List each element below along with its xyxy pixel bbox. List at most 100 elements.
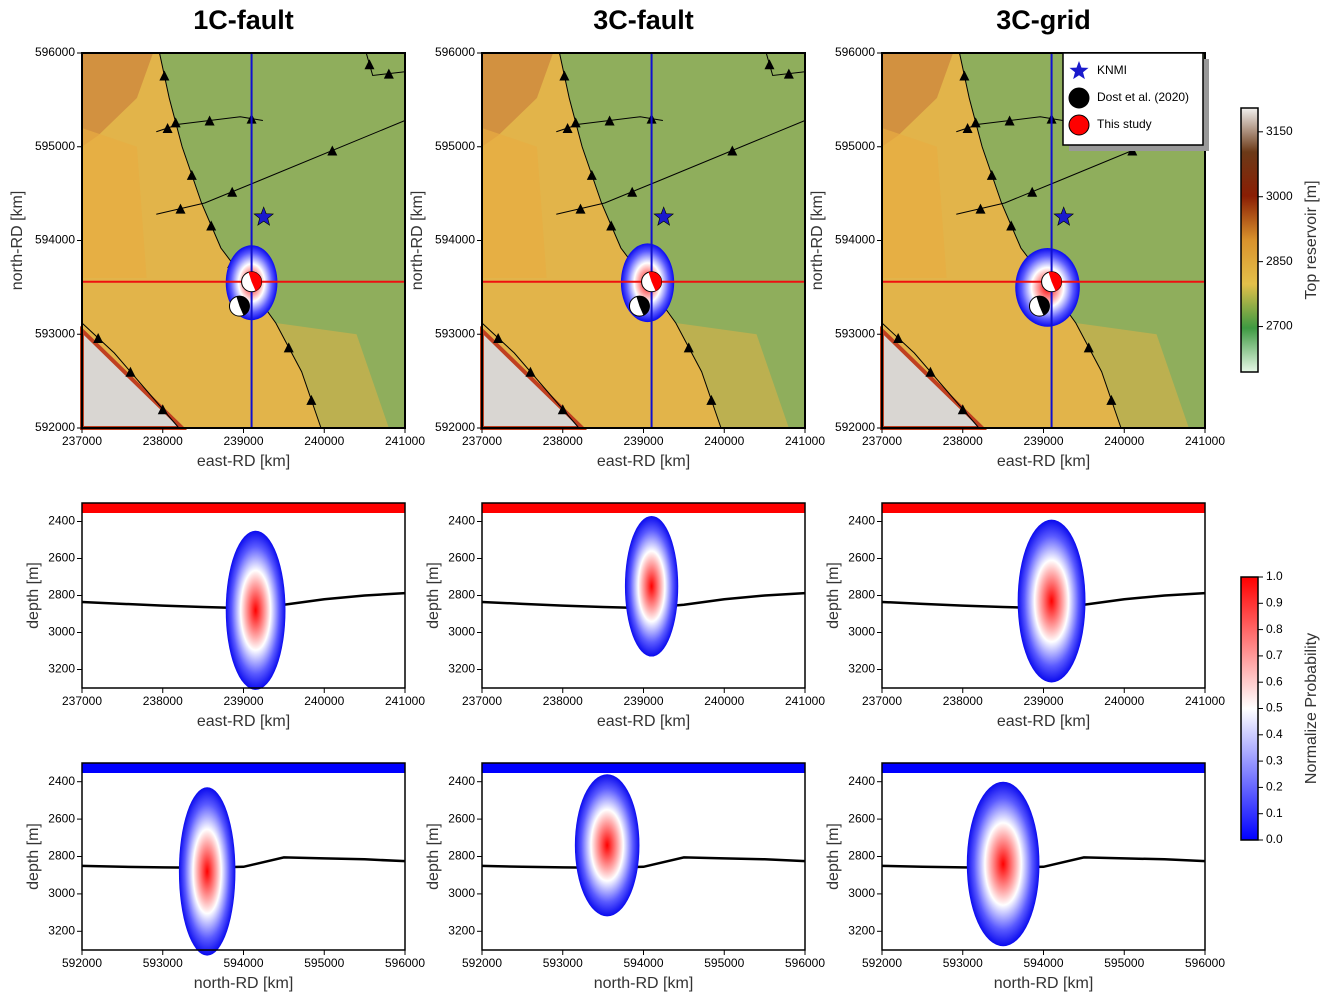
y-tick-label: 2800 xyxy=(448,849,475,863)
legend-label: KNMI xyxy=(1097,63,1127,77)
colorbar-tick-label: 0.4 xyxy=(1266,727,1283,741)
y-tick-label: 2800 xyxy=(448,588,475,602)
profile-bar xyxy=(82,503,405,513)
y-tick-label: 3200 xyxy=(848,662,875,676)
y-tick-label: 2600 xyxy=(448,551,475,565)
x-tick-label: 238000 xyxy=(943,434,983,448)
x-axis-label: east-RD [km] xyxy=(197,713,290,730)
x-tick-label: 238000 xyxy=(143,694,183,708)
x-tick-label: 240000 xyxy=(704,694,744,708)
x-tick-label: 239000 xyxy=(1023,694,1063,708)
x-tick-label: 241000 xyxy=(785,434,825,448)
legend-symbol xyxy=(1069,88,1089,108)
x-tick-label: 240000 xyxy=(304,694,344,708)
legend-label: This study xyxy=(1097,117,1152,131)
profile-bar xyxy=(482,503,805,513)
y-tick-label: 2800 xyxy=(48,588,75,602)
location-cloud xyxy=(226,531,286,690)
y-tick-label: 3200 xyxy=(448,662,475,676)
y-tick-label: 2400 xyxy=(848,774,875,788)
y-tick-label: 594000 xyxy=(35,233,75,247)
x-tick-label: 596000 xyxy=(385,956,425,970)
x-axis-label: north-RD [km] xyxy=(194,975,294,992)
y-tick-label: 2600 xyxy=(448,811,475,825)
x-tick-label: 593000 xyxy=(543,956,583,970)
y-tick-label: 596000 xyxy=(35,45,75,59)
colorbar-tick-label: 0.0 xyxy=(1266,832,1283,846)
x-tick-label: 237000 xyxy=(462,434,502,448)
x-tick-label: 239000 xyxy=(223,434,263,448)
x-tick-label: 241000 xyxy=(385,694,425,708)
y-tick-label: 592000 xyxy=(835,420,875,434)
y-tick-label: 595000 xyxy=(435,139,475,153)
y-tick-label: 2600 xyxy=(848,551,875,565)
y-tick-label: 2800 xyxy=(48,849,75,863)
colorbar xyxy=(1241,108,1258,372)
legend-symbol xyxy=(1069,115,1089,135)
x-tick-label: 238000 xyxy=(543,694,583,708)
x-tick-label: 593000 xyxy=(143,956,183,970)
x-tick-label: 238000 xyxy=(543,434,583,448)
x-tick-label: 595000 xyxy=(704,956,744,970)
y-tick-label: 2600 xyxy=(48,551,75,565)
plot-background xyxy=(482,763,805,950)
y-tick-label: 3200 xyxy=(448,923,475,937)
x-tick-label: 240000 xyxy=(704,434,744,448)
x-tick-label: 594000 xyxy=(223,956,263,970)
y-tick-label: 2400 xyxy=(448,514,475,528)
x-tick-label: 237000 xyxy=(862,434,902,448)
x-tick-label: 238000 xyxy=(943,694,983,708)
y-tick-label: 593000 xyxy=(435,326,475,340)
colorbar xyxy=(1241,577,1258,840)
y-tick-label: 3000 xyxy=(848,886,875,900)
x-tick-label: 241000 xyxy=(785,694,825,708)
colorbar-tick-label: 0.1 xyxy=(1266,806,1283,820)
colorbar-label: Normalize Probability xyxy=(1303,633,1320,784)
y-axis-label: depth [m] xyxy=(425,562,442,629)
x-tick-label: 241000 xyxy=(1185,694,1225,708)
y-tick-label: 3000 xyxy=(448,886,475,900)
colorbar-tick-label: 0.7 xyxy=(1266,648,1283,662)
profile-bar xyxy=(482,763,805,773)
colorbar-tick-label: 3150 xyxy=(1266,124,1293,138)
colorbar-tick-label: 2700 xyxy=(1266,319,1293,333)
profile-bar xyxy=(882,763,1205,773)
panel-title: 3C-fault xyxy=(593,5,694,35)
y-tick-label: 595000 xyxy=(835,139,875,153)
y-axis-label: depth [m] xyxy=(25,562,42,629)
location-cloud xyxy=(967,782,1040,947)
y-tick-label: 595000 xyxy=(35,139,75,153)
y-tick-label: 3200 xyxy=(48,923,75,937)
x-tick-label: 238000 xyxy=(143,434,183,448)
x-tick-label: 239000 xyxy=(1023,434,1063,448)
y-tick-label: 596000 xyxy=(435,45,475,59)
x-tick-label: 237000 xyxy=(62,694,102,708)
plot-background xyxy=(882,763,1205,950)
y-tick-label: 2600 xyxy=(48,811,75,825)
terrain-mid xyxy=(482,128,547,278)
y-tick-label: 3200 xyxy=(48,662,75,676)
x-tick-label: 595000 xyxy=(1104,956,1144,970)
colorbar-tick-label: 0.3 xyxy=(1266,753,1283,767)
colorbar-tick-label: 1.0 xyxy=(1266,569,1283,583)
plot-background xyxy=(82,763,405,950)
x-tick-label: 241000 xyxy=(385,434,425,448)
y-tick-label: 592000 xyxy=(435,420,475,434)
y-tick-label: 2400 xyxy=(48,514,75,528)
x-axis-label: east-RD [km] xyxy=(597,713,690,730)
y-tick-label: 3000 xyxy=(48,886,75,900)
terrain-mid xyxy=(882,128,947,278)
colorbar-tick-label: 0.6 xyxy=(1266,674,1283,688)
y-tick-label: 593000 xyxy=(835,326,875,340)
y-axis-label: depth [m] xyxy=(825,562,842,629)
y-tick-label: 2400 xyxy=(848,514,875,528)
colorbar-label: Top reservoir [m] xyxy=(1303,180,1320,299)
y-tick-label: 3200 xyxy=(848,923,875,937)
x-axis-label: north-RD [km] xyxy=(594,975,694,992)
y-tick-label: 596000 xyxy=(835,45,875,59)
y-tick-label: 3000 xyxy=(48,625,75,639)
y-tick-label: 3000 xyxy=(448,625,475,639)
x-tick-label: 594000 xyxy=(623,956,663,970)
x-axis-label: east-RD [km] xyxy=(997,713,1090,730)
colorbar-tick-label: 0.2 xyxy=(1266,780,1283,794)
